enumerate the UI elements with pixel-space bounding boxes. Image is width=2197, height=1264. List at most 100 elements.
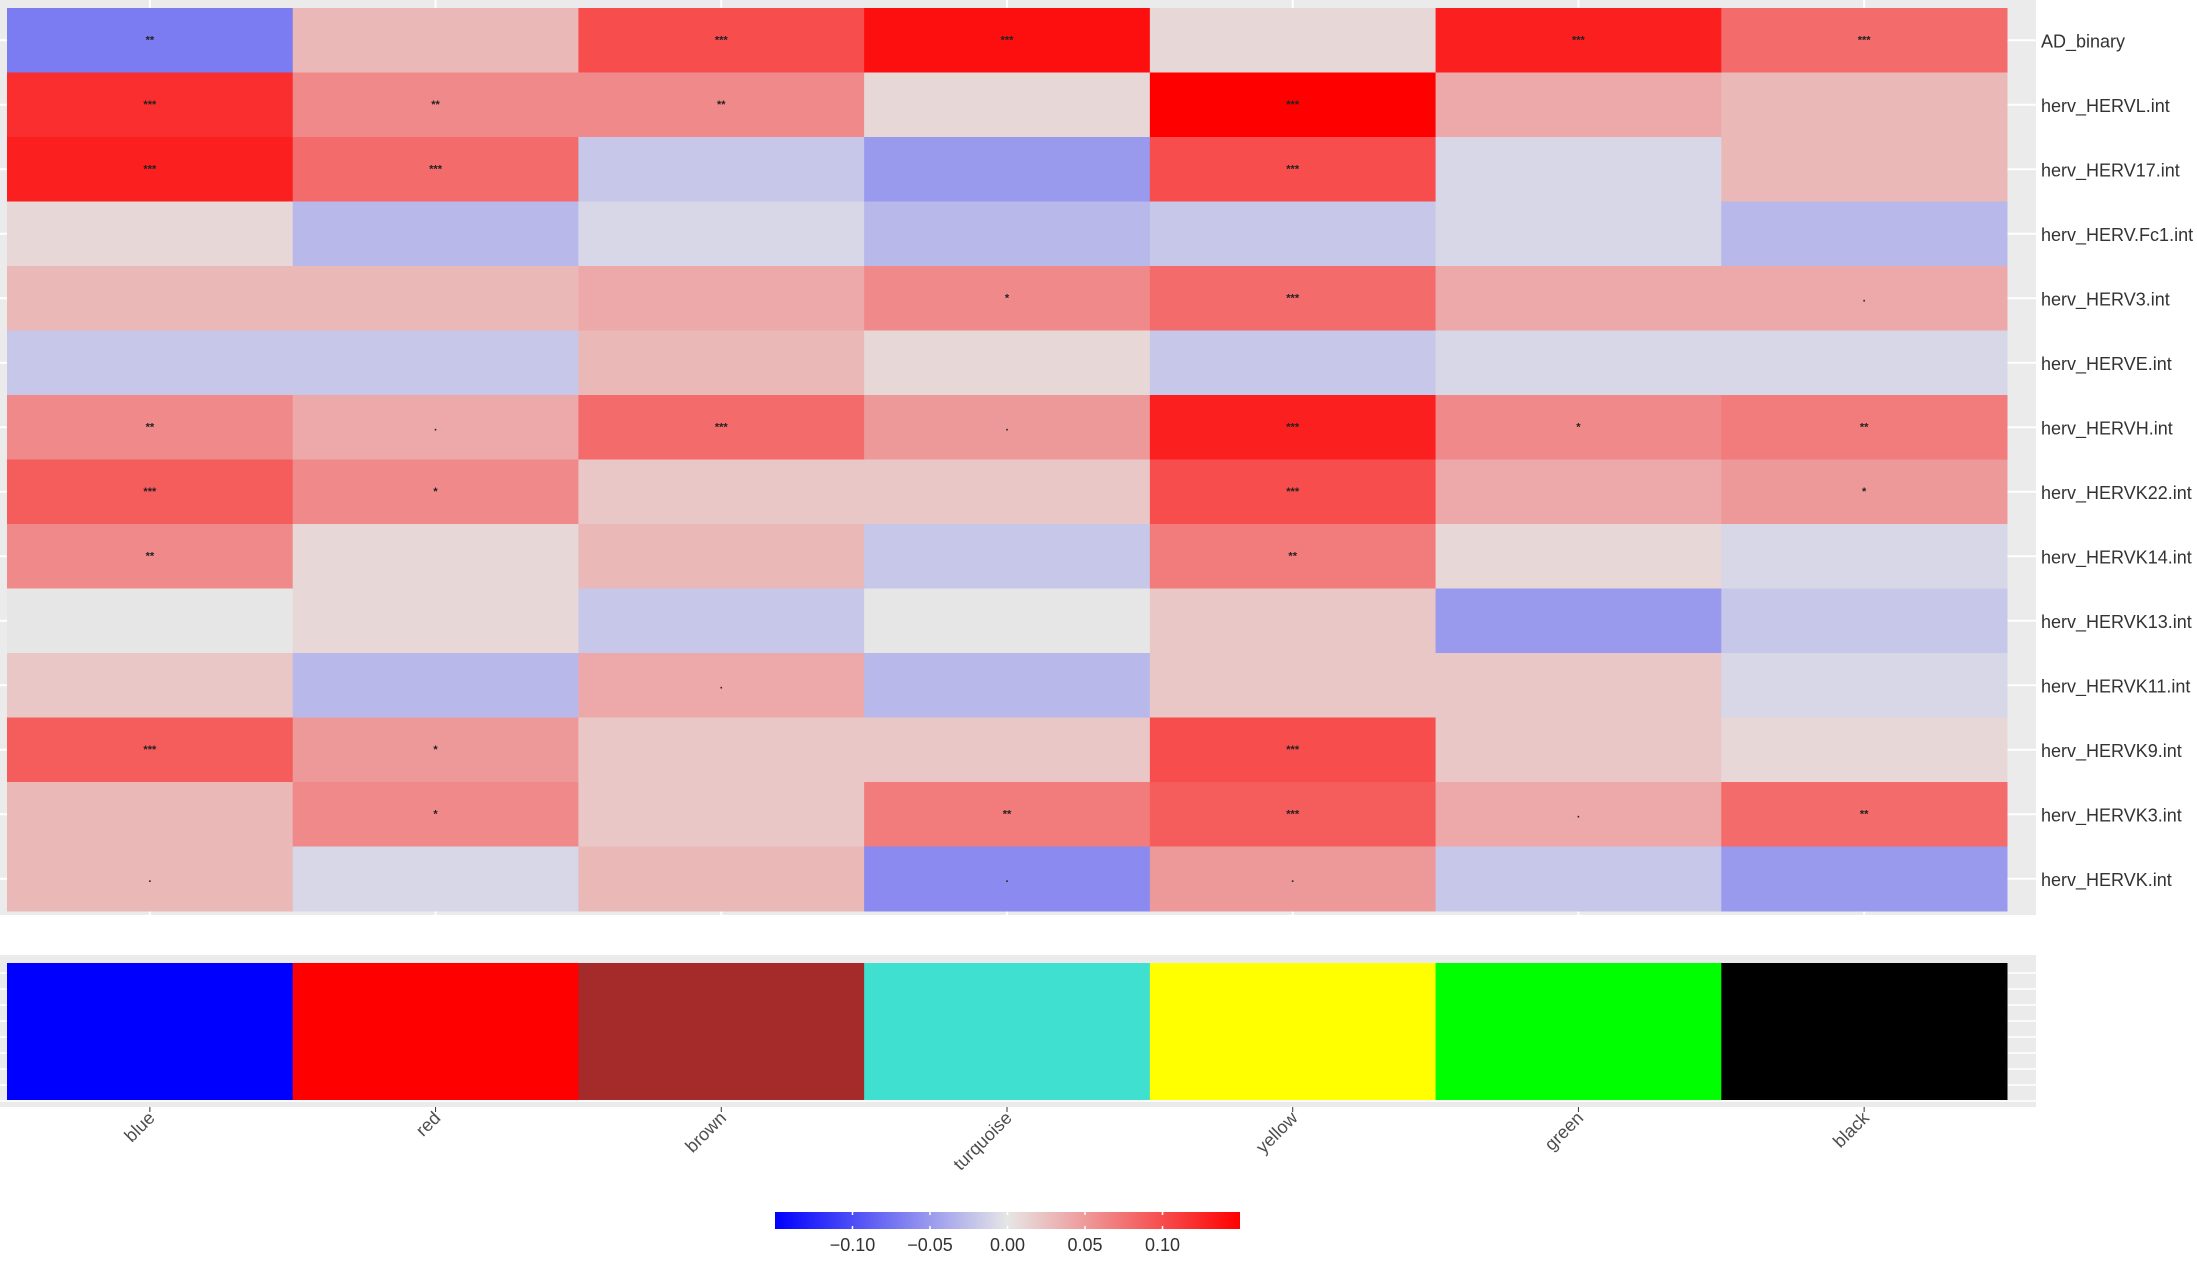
heatmap-cell xyxy=(7,717,294,783)
significance-label: *** xyxy=(143,744,157,756)
significance-label: *** xyxy=(1286,744,1300,756)
heatmap-cell xyxy=(1149,717,1437,783)
heatmap-cell xyxy=(7,653,294,718)
x-tick-label: yellow xyxy=(1252,1107,1302,1157)
heatmap-cell xyxy=(864,266,1151,331)
row-label: herv_HERVK3.int xyxy=(2041,805,2182,826)
significance-label: ** xyxy=(1860,421,1869,433)
heatmap-cell xyxy=(1435,72,1722,138)
heatmap-cell xyxy=(1149,588,1437,654)
row-label: AD_binary xyxy=(2041,31,2125,52)
significance-label: *** xyxy=(1286,421,1300,433)
legend-tick-label: 0.10 xyxy=(1145,1235,1180,1255)
module-color-tile xyxy=(578,963,865,1100)
heatmap-cell xyxy=(1149,524,1437,589)
significance-label: * xyxy=(1576,421,1581,433)
heatmap-cell xyxy=(292,524,579,589)
heatmap-cell xyxy=(292,717,579,783)
heatmap-cell xyxy=(864,524,1151,589)
heatmap-cell xyxy=(578,395,865,460)
heatmap-cell xyxy=(864,846,1151,912)
significance-label: ** xyxy=(1860,808,1869,820)
x-tick-label: blue xyxy=(120,1108,158,1146)
heatmap-cell xyxy=(7,395,294,460)
heatmap-cell xyxy=(1149,72,1437,138)
color-bar xyxy=(775,1212,1240,1229)
module-color-tile xyxy=(1435,963,1722,1100)
module-color-tile xyxy=(1149,963,1437,1100)
heatmap-cell xyxy=(1721,588,2008,654)
heatmap-cell xyxy=(1721,330,2008,396)
significance-label: *** xyxy=(1858,34,1872,46)
legend-tick-label: −0.10 xyxy=(830,1235,876,1255)
row-label: herv_HERVK9.int xyxy=(2041,741,2182,762)
significance-label: ** xyxy=(1288,550,1297,562)
module-color-panel: blue red brown turquoise yellow green black xyxy=(0,955,2036,1174)
significance-label: ** xyxy=(1003,808,1012,820)
x-tick-label: red xyxy=(412,1108,445,1141)
heatmap-cell xyxy=(1721,72,2008,138)
significance-label: * xyxy=(433,808,438,820)
heatmap-cell xyxy=(864,395,1151,460)
module-color-tile xyxy=(7,963,294,1100)
significance-label: ** xyxy=(717,99,726,111)
significance-label: . xyxy=(720,679,723,691)
significance-label: *** xyxy=(1286,99,1300,111)
module-color-tile xyxy=(1721,963,2008,1100)
heatmap-cell xyxy=(1149,459,1437,525)
heatmap-cell xyxy=(864,137,1151,202)
significance-label: . xyxy=(434,421,437,433)
significance-label: * xyxy=(433,486,438,498)
row-label: herv_HERVL.int xyxy=(2041,96,2170,117)
heatmap-cell xyxy=(1435,330,1722,396)
legend-tick-label: −0.05 xyxy=(907,1235,953,1255)
heatmap-cell xyxy=(7,782,294,847)
heatmap-cell xyxy=(1721,717,2008,783)
heatmap-cell xyxy=(292,201,579,267)
heatmap-cell xyxy=(292,137,579,202)
heatmap-cell xyxy=(1149,266,1437,331)
heatmap-cell xyxy=(1149,330,1437,396)
row-label: herv_HERVK.int xyxy=(2041,870,2172,891)
row-label: herv_HERV17.int xyxy=(2041,160,2180,181)
color-legend: −0.10 −0.05 0.00 0.05 0.10 xyxy=(775,1212,1240,1255)
heatmap-cell xyxy=(7,8,294,73)
heatmap-cell xyxy=(292,72,579,138)
heatmap-cell xyxy=(864,782,1151,847)
heatmap-cell xyxy=(1149,137,1437,202)
module-color-tile xyxy=(864,963,1151,1100)
heatmap-cell xyxy=(292,653,579,718)
x-tick-label: black xyxy=(1829,1107,1874,1152)
significance-label: * xyxy=(1862,486,1867,498)
heatmap-cell xyxy=(1721,201,2008,267)
heatmap-cell xyxy=(1435,653,1722,718)
heatmap-cell xyxy=(1435,266,1722,331)
x-tick-label: brown xyxy=(681,1108,730,1157)
significance-label: *** xyxy=(715,421,729,433)
heatmap-cell xyxy=(578,782,865,847)
row-label: herv_HERV3.int xyxy=(2041,289,2170,310)
heatmap-cell xyxy=(578,8,865,73)
row-label: herv_HERVK14.int xyxy=(2041,547,2192,568)
significance-label: *** xyxy=(143,486,157,498)
heatmap-cell xyxy=(1149,782,1437,847)
heatmap-cell xyxy=(1435,846,1722,912)
significance-label: *** xyxy=(429,163,443,175)
significance-label: . xyxy=(1863,292,1866,304)
legend-tick-label: 0.00 xyxy=(990,1235,1025,1255)
significance-label: ** xyxy=(431,99,440,111)
heatmap-cell xyxy=(864,201,1151,267)
heatmap-cell xyxy=(292,395,579,460)
heatmap-cell xyxy=(1435,782,1722,847)
heatmap-cell xyxy=(578,717,865,783)
heatmap-cell xyxy=(1435,588,1722,654)
significance-label: * xyxy=(433,744,438,756)
heatmap-cell xyxy=(1721,266,2008,331)
heatmap-cell xyxy=(578,201,865,267)
heatmap-panel: ** *** *** *** ****** ** ** ****** *** **** *** .**… xyxy=(0,0,2193,915)
significance-label: . xyxy=(148,873,151,885)
significance-label: *** xyxy=(1001,34,1015,46)
heatmap-cell xyxy=(578,524,865,589)
significance-label: *** xyxy=(1286,808,1300,820)
row-label: herv_HERVK22.int xyxy=(2041,483,2192,504)
